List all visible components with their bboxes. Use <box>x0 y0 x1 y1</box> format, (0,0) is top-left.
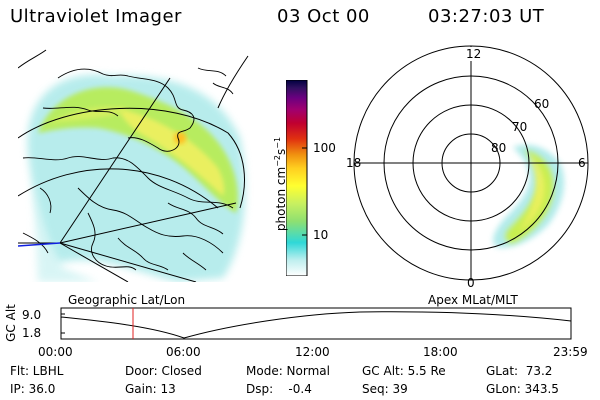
timeline-y-label: GC Alt <box>4 304 18 342</box>
altitude-timeline <box>60 307 572 340</box>
gain-info: Gain: 13 <box>125 382 176 396</box>
mlt-label-6: 6 <box>578 156 586 170</box>
colorbar-tick-100: 100 <box>313 141 336 155</box>
longitude-line <box>59 242 197 282</box>
date-label: 03 Oct 00 <box>277 6 370 27</box>
timeline-xtick-3: 18:00 <box>423 345 458 359</box>
timeline-ytick-1-8: 1.8 <box>22 326 42 340</box>
longitude-line <box>59 77 171 244</box>
lat-label-60: 60 <box>534 97 550 111</box>
timeline-xtick-1: 06:00 <box>166 345 201 359</box>
latitude-circle <box>18 168 219 209</box>
mlt-label-18: 18 <box>346 156 362 170</box>
door-info: Door: Closed <box>125 364 202 378</box>
instrument-title: Ultraviolet Imager <box>10 6 182 27</box>
time-label: 03:27:03 UT <box>428 6 545 27</box>
latitude-circle <box>18 107 245 209</box>
lat-label-80: 80 <box>491 141 507 155</box>
color-scale-bar <box>286 80 308 276</box>
colorbar-label: photon cm−2s−1 <box>273 136 288 232</box>
lat-label-70: 70 <box>512 120 528 134</box>
longitude-line <box>59 242 129 282</box>
ip-info: IP: 36.0 <box>10 382 56 396</box>
filter-info: Flt: LBHL <box>10 364 64 378</box>
longitude-line <box>59 202 237 244</box>
timeline-xtick-2: 12:00 <box>295 345 330 359</box>
mode-info: Mode: Normal <box>246 364 330 378</box>
geographic-image-panel <box>18 49 249 282</box>
apex-caption: Apex MLat/MLT <box>428 293 518 307</box>
timeline-xtick-0: 00:00 <box>38 345 73 359</box>
glat-info: GLat: 73.2 <box>486 364 553 378</box>
dsp-info: Dsp: -0.4 <box>246 382 312 396</box>
polar-mlt-plot <box>353 45 589 281</box>
latitude-circle <box>217 55 249 109</box>
glon-info: GLon: 343.5 <box>486 382 559 396</box>
gc-alt-info: GC Alt: 5.5 Re <box>362 364 446 378</box>
timeline-xtick-4: 23:59 <box>553 345 588 359</box>
mlt-label-0: 0 <box>467 276 475 290</box>
colorbar-tick-10: 10 <box>313 228 329 242</box>
seq-info: Seq: 39 <box>362 382 408 396</box>
colorbar-units: photon cm <box>274 166 288 232</box>
geographic-caption: Geographic Lat/Lon <box>68 293 186 307</box>
sun-direction-line <box>18 242 61 247</box>
mlt-label-12: 12 <box>466 47 482 61</box>
coastline <box>57 68 195 152</box>
timeline-ytick-9: 9.0 <box>22 308 42 322</box>
